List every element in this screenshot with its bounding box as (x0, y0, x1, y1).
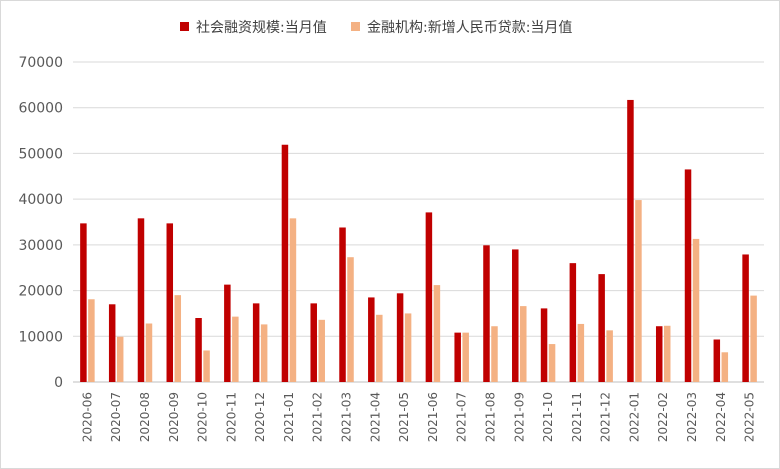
bar-series-1 (166, 223, 174, 382)
bar-series-2 (663, 325, 671, 382)
x-tick-label: 2021-10 (541, 392, 555, 442)
bar-series-1 (108, 304, 116, 382)
bar-series-2 (750, 295, 757, 382)
x-tick-label: 2022-04 (714, 392, 728, 442)
bar-series-1 (195, 318, 202, 382)
bar-series-1 (742, 254, 749, 382)
legend-label-series-2: 金融机构:新增人民币贷款:当月值 (367, 20, 572, 36)
bar-series-1 (684, 169, 692, 382)
bar-series-1 (281, 144, 289, 382)
bar-series-2 (232, 316, 239, 382)
bar-series-2 (635, 200, 642, 382)
x-tick-label: 2020-09 (167, 392, 181, 442)
bar-series-1 (339, 227, 346, 382)
y-tick-label: 20000 (18, 284, 63, 300)
bar-series-1 (396, 293, 404, 382)
x-tick-label: 2022-02 (656, 392, 670, 442)
x-tick-label: 2021-08 (483, 392, 497, 442)
bars (80, 99, 757, 382)
bar-series-2 (174, 295, 182, 382)
bar-series-2 (520, 306, 527, 382)
bar-series-1 (569, 263, 577, 382)
y-axis-ticks: 0 10000 20000 30000 40000 50000 60000 70000 (18, 55, 63, 391)
y-tick-label: 60000 (18, 101, 63, 117)
bar-series-2 (462, 332, 469, 382)
x-tick-label: 2020-08 (138, 392, 152, 442)
legend-swatch-series-2 (351, 22, 360, 31)
bar-series-1 (655, 326, 663, 382)
bar-series-1 (713, 339, 721, 382)
x-tick-label: 2022-03 (685, 392, 699, 442)
legend-swatch-series-1 (180, 22, 189, 31)
gridlines (73, 61, 764, 383)
x-tick-label: 2022-05 (743, 392, 757, 442)
x-tick-label: 2021-12 (599, 392, 613, 442)
bar-series-1 (252, 303, 260, 382)
bar-series-1 (512, 249, 519, 382)
bar-series-1 (627, 99, 634, 382)
bar-series-2 (404, 313, 412, 382)
x-tick-label: 2021-04 (368, 392, 382, 442)
bar-series-2 (347, 257, 354, 382)
x-tick-label: 2022-01 (627, 392, 641, 442)
y-tick-label: 30000 (18, 238, 63, 254)
bar-series-2 (116, 336, 124, 382)
bar-series-1 (425, 212, 433, 382)
bar-series-2 (491, 326, 498, 382)
x-tick-label: 2021-09 (512, 392, 526, 442)
x-tick-label: 2021-02 (311, 392, 325, 442)
bar-series-2 (289, 218, 297, 382)
bar-series-1 (368, 297, 375, 382)
y-tick-label: 70000 (18, 55, 63, 71)
bar-series-2 (203, 350, 210, 382)
bar-series-2 (721, 352, 729, 382)
x-tick-label: 2020-11 (224, 392, 238, 442)
bar-series-2 (692, 238, 700, 382)
bar-series-1 (137, 218, 145, 382)
x-tick-label: 2021-06 (426, 392, 440, 442)
x-tick-label: 2020-10 (196, 392, 210, 442)
legend-label-series-1: 社会融资规模:当月值 (196, 20, 327, 36)
bar-series-1 (454, 332, 461, 382)
bar-series-2 (260, 324, 268, 382)
y-tick-label: 40000 (18, 192, 63, 208)
x-tick-label: 2020-07 (109, 392, 123, 442)
bar-series-1 (80, 223, 87, 382)
x-tick-label: 2021-03 (340, 392, 354, 442)
x-tick-label: 2021-11 (570, 392, 584, 442)
x-tick-label: 2020-06 (80, 392, 94, 442)
bar-series-2 (318, 319, 325, 382)
bar-series-2 (577, 323, 585, 382)
x-axis-ticks: 2020-06 2020-07 2020-08 2020-09 2020-10 2020-… (80, 392, 756, 442)
bar-series-2 (145, 323, 153, 382)
bar-series-1 (310, 303, 317, 382)
bar-series-2 (376, 314, 383, 382)
y-tick-label: 50000 (18, 146, 63, 162)
x-tick-label: 2021-07 (455, 392, 469, 442)
bar-series-2 (433, 285, 441, 382)
bar-series-2 (606, 330, 613, 382)
bar-series-1 (483, 245, 490, 382)
bar-series-1 (540, 308, 548, 382)
bar-series-1 (598, 274, 605, 382)
y-tick-label: 10000 (18, 329, 63, 345)
y-tick-label: 0 (54, 375, 63, 391)
x-tick-label: 2021-01 (282, 392, 296, 442)
bar-series-2 (88, 299, 95, 382)
x-tick-label: 2021-05 (397, 392, 411, 442)
legend: 社会融资规模:当月值 金融机构:新增人民币贷款:当月值 (180, 20, 572, 36)
bar-series-1 (224, 284, 231, 382)
bar-series-2 (548, 344, 556, 382)
x-tick-label: 2020-12 (253, 392, 267, 442)
